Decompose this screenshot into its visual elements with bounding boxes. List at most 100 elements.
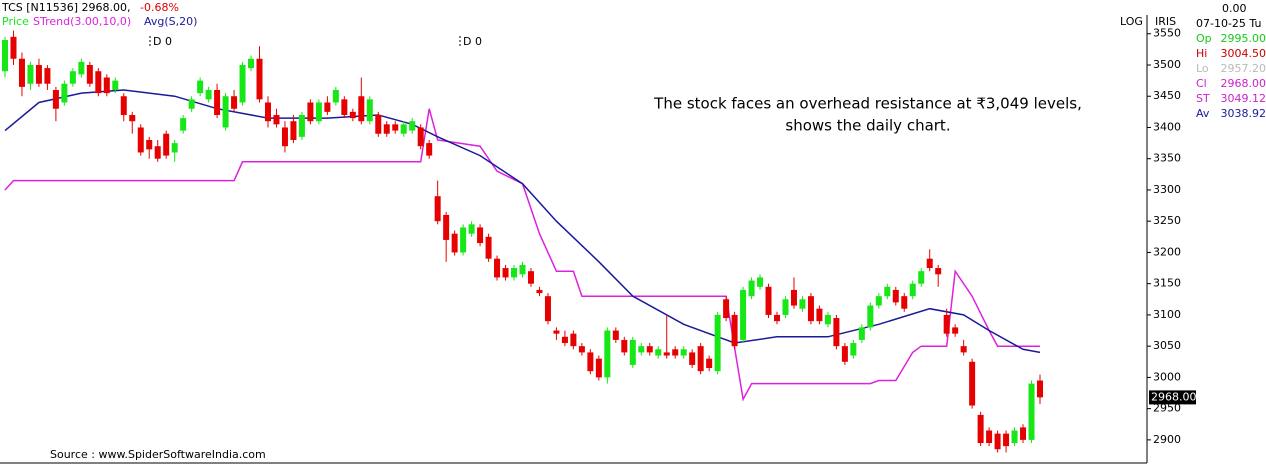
candle-body (595, 358, 602, 378)
candle-body (460, 227, 467, 253)
candle-body (536, 289, 543, 294)
candle-body (689, 352, 696, 365)
candle-body (621, 339, 628, 353)
candle-body (1020, 427, 1027, 440)
candle-body (163, 133, 170, 156)
candle-body (52, 89, 59, 109)
candle-body (850, 343, 857, 356)
candle-body (349, 111, 356, 119)
candle-body (443, 214, 450, 240)
info-value: 3004.50 (1221, 47, 1266, 60)
candle-body (824, 314, 831, 325)
y-tick-label: 3100 (1153, 308, 1181, 321)
candle-body (765, 286, 772, 315)
candle-body (341, 99, 348, 115)
candle-body (86, 64, 93, 84)
candle-body (740, 289, 747, 340)
candle-body (188, 99, 195, 109)
candle-body (544, 296, 551, 322)
scale-label: LOG (1120, 15, 1143, 28)
candle-body (926, 258, 933, 269)
info-date: 07-10-25 Tu (1196, 17, 1261, 30)
candle-body (120, 96, 127, 115)
candle-body (477, 227, 484, 244)
candle-body (875, 296, 882, 306)
candle-body (78, 61, 85, 75)
candle-body (1011, 430, 1018, 444)
candle-body (44, 68, 51, 84)
candle-body (154, 146, 161, 159)
candle-body (790, 289, 797, 306)
candle-body (935, 268, 942, 275)
candle-body (1028, 383, 1035, 440)
y-tick-label: 3250 (1153, 214, 1181, 227)
candle-body (451, 233, 458, 253)
info-label: Hi (1196, 47, 1207, 60)
y-tick-label: 3500 (1153, 58, 1181, 71)
candle-body (281, 127, 288, 147)
candle-body (137, 127, 144, 153)
candle-body (561, 336, 568, 344)
y-tick-label: 2950 (1153, 402, 1181, 415)
candle-body (799, 299, 806, 309)
candle-body (511, 268, 518, 278)
info-value: 2995.00 (1221, 32, 1266, 45)
info-label: Op (1196, 32, 1212, 45)
annotation-2: shows the daily chart. (785, 117, 950, 135)
candle-body (723, 299, 730, 319)
y-tick-label: 3350 (1153, 152, 1181, 165)
info-label: Av (1196, 107, 1210, 120)
candle-body (977, 414, 984, 444)
candle-body (434, 196, 441, 222)
candle-body (18, 58, 25, 87)
candle-body (290, 121, 297, 140)
candle-body (969, 361, 976, 406)
y-tick-label: 3150 (1153, 277, 1181, 290)
candle-body (383, 124, 390, 134)
candle-body (697, 346, 704, 372)
candle-body (146, 139, 153, 150)
info-value: 3038.92 (1221, 107, 1266, 120)
annotation-1: The stock faces an overhead resistance a… (653, 95, 1082, 113)
candle-body (629, 339, 636, 365)
candle-body (205, 89, 212, 100)
candle-body (612, 330, 619, 340)
candle-body (655, 349, 662, 356)
candle-body (180, 118, 187, 131)
candle-body (816, 308, 823, 322)
candle-body (680, 349, 687, 356)
candle-body (171, 143, 178, 153)
scale-name: IRIS (1155, 15, 1176, 28)
candle-body (35, 64, 42, 84)
candle-body (494, 258, 501, 278)
y-tick-label: 3300 (1153, 183, 1181, 196)
candle-body (264, 102, 271, 122)
info-value: 3049.12 (1221, 92, 1266, 105)
candle-body (485, 236, 492, 259)
candle-body (986, 430, 993, 444)
candle-body (214, 89, 221, 115)
candle-body (307, 102, 314, 122)
candle-body (672, 349, 679, 356)
candle-body (417, 127, 424, 147)
legend-entry: Avg(S,20) (144, 15, 197, 28)
y-tick-label: 2900 (1153, 433, 1181, 446)
candle-body (918, 271, 925, 284)
last-price-label: 2968.00 (1151, 390, 1197, 403)
candle-body (892, 289, 899, 303)
info-top: 0.00 (1222, 2, 1247, 15)
candle-body (604, 330, 611, 378)
candle-body (366, 99, 373, 122)
change: -0.68% (140, 1, 179, 14)
candle-body (706, 358, 713, 369)
info-label: Lo (1196, 62, 1209, 75)
candle-body (409, 121, 416, 131)
candle-body (324, 102, 331, 112)
info-value: 2957.20 (1221, 62, 1266, 75)
candle-body (1037, 380, 1043, 398)
marker-label: D 0 (463, 35, 482, 48)
candle-body (27, 64, 34, 84)
candle-body (833, 318, 840, 347)
legend-entry: STrend(3.00,10,0) (33, 15, 131, 28)
